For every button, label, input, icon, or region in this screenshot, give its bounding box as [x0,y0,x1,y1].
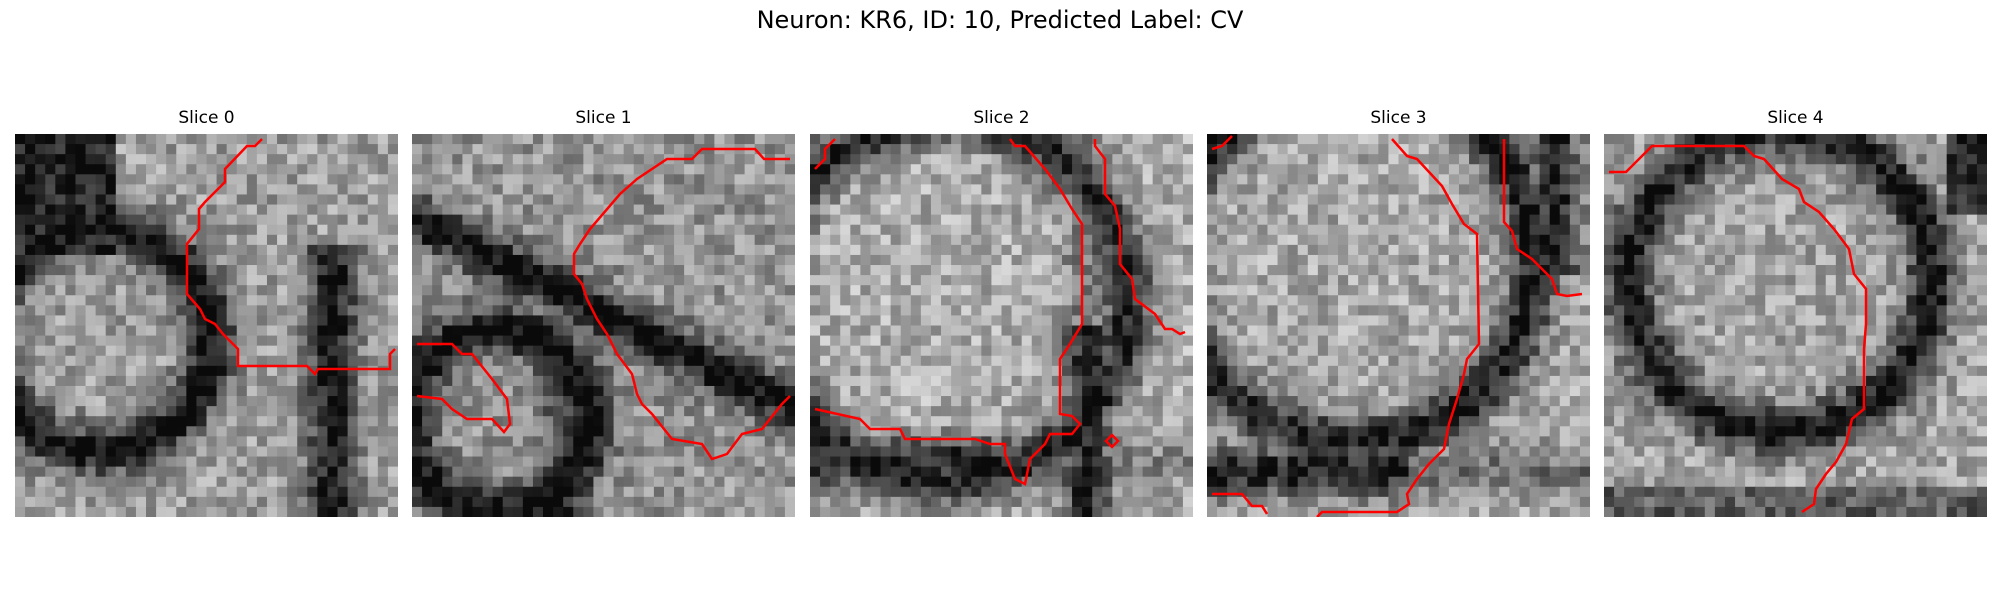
segmentation-contour [416,342,512,434]
slice-canvas-2 [810,134,1193,517]
slice-title-2: Slice 2 [973,108,1030,128]
figure-title: Neuron: KR6, ID: 10, Predicted Label: CV [756,6,1244,34]
slice-canvas-4 [1604,134,1987,517]
slice-image-2 [810,134,1193,517]
slice-title-0: Slice 0 [178,108,235,128]
segmentation-contour [1316,138,1481,517]
segmentation-contour [185,138,396,377]
segmentation-contour [1609,144,1868,514]
slice-canvas-3 [1207,134,1590,517]
grayscale-pixels [810,134,1193,517]
segmentation-contour [1093,139,1186,336]
slice-title-4: Slice 4 [1767,108,1824,128]
segmentation-contour [814,138,836,170]
slice-canvas-1 [412,134,795,517]
slice-image-4 [1604,134,1987,517]
grayscale-pixels [1207,134,1590,517]
segmentation-contour [572,147,791,461]
slice-title-1: Slice 1 [575,108,632,128]
slice-title-3: Slice 3 [1370,108,1427,128]
segmentation-contour [1212,492,1269,515]
slice-image-1 [412,134,795,517]
slice-image-0 [15,134,398,517]
segmentation-contour [1211,135,1233,151]
segmentation-contour [814,138,1084,486]
slice-canvas-0 [15,134,398,517]
segmentation-contour [1502,139,1583,298]
segmentation-contour [1104,433,1120,449]
grayscale-pixels [15,134,398,517]
grayscale-pixels [1604,134,1987,517]
grayscale-pixels [412,134,795,517]
slice-image-3 [1207,134,1590,517]
